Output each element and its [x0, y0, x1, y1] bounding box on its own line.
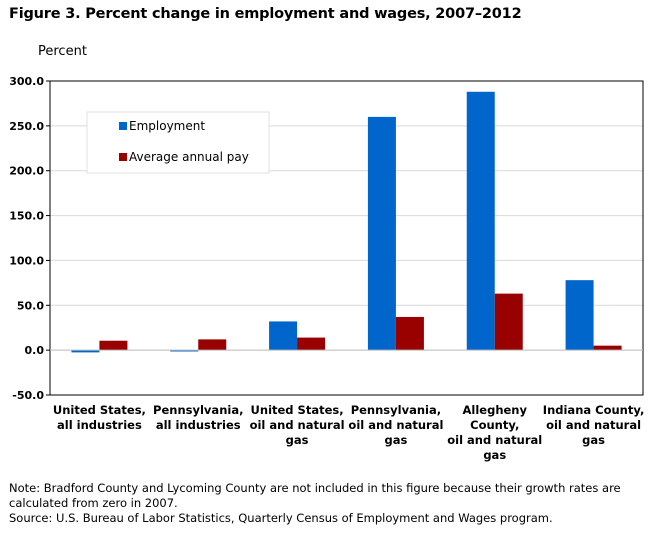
y-tick-label: 300.0	[9, 75, 44, 88]
employment-bar	[565, 280, 594, 351]
y-tick-label: 150.0	[9, 210, 44, 223]
category-label-line: oil and natural	[348, 418, 443, 432]
category-label: United States, all industries	[53, 403, 146, 432]
y-tick-label: 0.0	[25, 344, 45, 357]
category-label-line: oil and natural	[250, 418, 345, 432]
employment-bar	[71, 350, 100, 353]
figure-notes: Note: Bradford County and Lycoming Count…	[9, 481, 649, 526]
figure-title: Figure 3. Percent change in employment a…	[9, 6, 522, 22]
category-label-line: County,	[470, 418, 519, 432]
legend-label: Average annual pay	[129, 150, 249, 164]
category-label-line: oil and natural	[447, 433, 542, 447]
category-label-line: all industries	[57, 418, 142, 432]
category-label-line: gas	[384, 433, 407, 447]
pay-bar	[297, 337, 326, 351]
y-tick-labels: -50.0 0.0 50.0 100.0 150.0 200.0 250.0 300.0	[9, 75, 44, 402]
y-axis-label: Percent	[38, 44, 87, 59]
category-label-line: United States,	[53, 403, 146, 417]
pay-bar	[99, 340, 128, 351]
employment-bar	[367, 116, 396, 351]
category-label-line: Pennsylvania,	[153, 403, 243, 417]
category-label-line: Indiana County,	[543, 403, 645, 417]
note-text: Note: Bradford County and Lycoming Count…	[9, 481, 621, 510]
category-label: Indiana County, oil and natural gas	[543, 403, 645, 447]
category-label-line: United States,	[251, 403, 344, 417]
bar-chart: -50.0 0.0 50.0 100.0 150.0 200.0 250.0 300.0 Un…	[9, 75, 644, 462]
y-tick-label: -50.0	[12, 389, 44, 402]
category-label: Pennsylvania, oil and natural gas	[348, 403, 443, 447]
category-label-line: gas	[582, 433, 605, 447]
y-tick-label: 250.0	[9, 120, 44, 133]
legend: Employment Average annual pay	[86, 111, 270, 174]
category-label-line: oil and natural	[546, 418, 641, 432]
category-label-line: Pennsylvania,	[351, 403, 441, 417]
pay-bar	[198, 339, 227, 351]
category-label-line: gas	[483, 448, 506, 462]
axes	[46, 80, 644, 396]
source-text: Source: U.S. Bureau of Labor Statistics,…	[9, 511, 553, 525]
y-tick-label: 100.0	[9, 254, 44, 267]
plot-frame	[49, 80, 644, 396]
category-label: Allegheny County, oil and natural gas	[447, 403, 542, 462]
employment-bar	[269, 321, 298, 351]
y-tick-label: 200.0	[9, 165, 44, 178]
category-label: United States, oil and natural gas	[250, 403, 345, 447]
pay-bar	[494, 293, 523, 351]
category-label-line: gas	[286, 433, 309, 447]
legend-label: Employment	[129, 119, 205, 133]
legend-box	[86, 111, 270, 174]
legend-swatch-pay	[119, 153, 127, 161]
employment-bar	[466, 91, 495, 351]
category-label-line: all industries	[156, 418, 241, 432]
category-labels: United States, all industriesPennsylvania…	[53, 403, 644, 462]
category-label-line: Allegheny	[463, 403, 528, 417]
y-tick-label: 50.0	[17, 299, 44, 312]
employment-bar	[170, 350, 199, 352]
legend-swatch-employment	[119, 122, 127, 130]
pay-bar	[395, 316, 424, 351]
bars	[71, 91, 622, 353]
category-label: Pennsylvania, all industries	[153, 403, 243, 432]
pay-bar	[593, 345, 622, 351]
